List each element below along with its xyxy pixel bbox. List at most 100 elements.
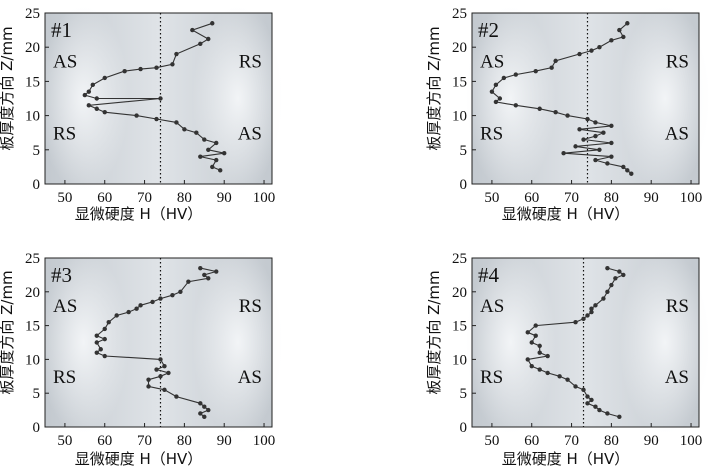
data-point (134, 306, 139, 311)
plot-frame (471, 12, 700, 185)
data-point (501, 75, 507, 81)
data-point (102, 336, 107, 342)
data-point (529, 363, 534, 369)
region-label: RS (480, 124, 503, 145)
y-tick-label: 10 (452, 352, 467, 368)
panel-id-label: #4 (478, 263, 500, 287)
data-point (106, 320, 111, 325)
data-point (102, 326, 107, 332)
data-point (605, 265, 610, 271)
data-point (114, 313, 119, 318)
y-axis-label: 板厚度方向 Z/mm (425, 26, 443, 150)
x-tick-label: 70 (564, 433, 579, 449)
data-point (593, 157, 598, 163)
x-tick-label: 70 (137, 190, 152, 206)
data-point (198, 411, 203, 416)
data-point (190, 27, 195, 33)
data-point (605, 161, 610, 166)
data-point (609, 140, 614, 146)
y-tick-label: 0 (460, 177, 468, 193)
y-tick-label: 25 (25, 251, 40, 267)
data-point (589, 48, 594, 53)
data-point (206, 36, 211, 42)
y-tick-label: 20 (25, 285, 40, 301)
region-label: AS (238, 367, 262, 388)
region-label: AS (480, 52, 504, 73)
data-point (210, 21, 215, 26)
region-label: RS (480, 367, 503, 388)
data-point (170, 292, 175, 298)
y-tick-label: 5 (460, 386, 468, 402)
x-tick-label: 70 (137, 433, 152, 449)
data-point (202, 272, 207, 278)
x-tick-label: 90 (217, 433, 232, 449)
data-point (178, 289, 183, 294)
x-tick-label: 50 (57, 190, 72, 206)
data-point (553, 58, 558, 64)
data-point (581, 316, 586, 322)
data-point (497, 96, 503, 101)
data-point (581, 387, 586, 393)
data-point (537, 367, 542, 372)
bright-zone-right (192, 4, 284, 193)
panel-id-label: #1 (51, 18, 72, 42)
data-point (154, 65, 159, 70)
data-point (162, 363, 167, 369)
y-tick-label: 20 (452, 285, 467, 301)
x-axis-label: 显微硬度 H（HV） (75, 205, 203, 223)
x-tick-label: 90 (217, 190, 232, 206)
y-tick-label: 10 (25, 109, 40, 125)
data-point (174, 51, 179, 57)
data-point (174, 394, 179, 399)
data-point (573, 384, 578, 389)
data-point (102, 109, 107, 115)
data-point (194, 130, 199, 135)
data-point (589, 309, 594, 315)
region-label: RS (239, 52, 262, 73)
x-tick-label: 50 (57, 433, 72, 449)
region-label: AS (480, 296, 504, 317)
chart-panel-4: 50 60 70 80 90 100 0 5 10 15 20 25 显微硬度 H（HV） 板厚度方向 Z… (425, 249, 710, 468)
region-label: AS (238, 124, 262, 145)
data-point (170, 62, 175, 67)
data-point (609, 38, 614, 43)
data-point (138, 66, 143, 72)
data-point (621, 272, 626, 278)
data-point (529, 340, 534, 345)
y-axis-label: 板厚度方向 Z/mm (425, 270, 443, 394)
data-point (565, 377, 570, 382)
data-point (202, 137, 207, 142)
data-point (198, 154, 203, 159)
y-tick-label: 15 (25, 319, 40, 335)
data-point (533, 323, 538, 328)
chart-panel-1: 50 60 70 80 90 100 0 5 10 15 20 25 显微硬度 H（HV） 板厚度方向 Z… (0, 4, 284, 223)
data-point (573, 144, 578, 149)
region-label: AS (53, 52, 77, 73)
y-axis-label: 板厚度方向 Z/mm (0, 26, 16, 150)
data-point (625, 21, 630, 26)
x-tick-label: 60 (97, 190, 112, 206)
region-label: AS (665, 367, 689, 388)
data-point (513, 72, 519, 77)
data-point (609, 154, 614, 159)
data-point (621, 34, 626, 40)
data-point (545, 370, 550, 376)
data-point (98, 347, 103, 352)
y-tick-label: 25 (25, 6, 40, 22)
data-point (82, 92, 88, 98)
bright-zone-left (38, 4, 129, 193)
data-point (489, 89, 495, 94)
plot-frame (471, 257, 700, 428)
data-point (525, 330, 530, 335)
data-point (146, 384, 151, 389)
region-label: RS (239, 296, 262, 317)
data-point (94, 106, 99, 111)
data-point (597, 45, 602, 50)
data-point (198, 265, 203, 271)
data-point (589, 397, 594, 403)
y-tick-label: 15 (25, 74, 40, 90)
data-point (605, 289, 610, 294)
data-point (585, 313, 590, 318)
data-point (613, 276, 618, 281)
data-point (90, 82, 95, 88)
